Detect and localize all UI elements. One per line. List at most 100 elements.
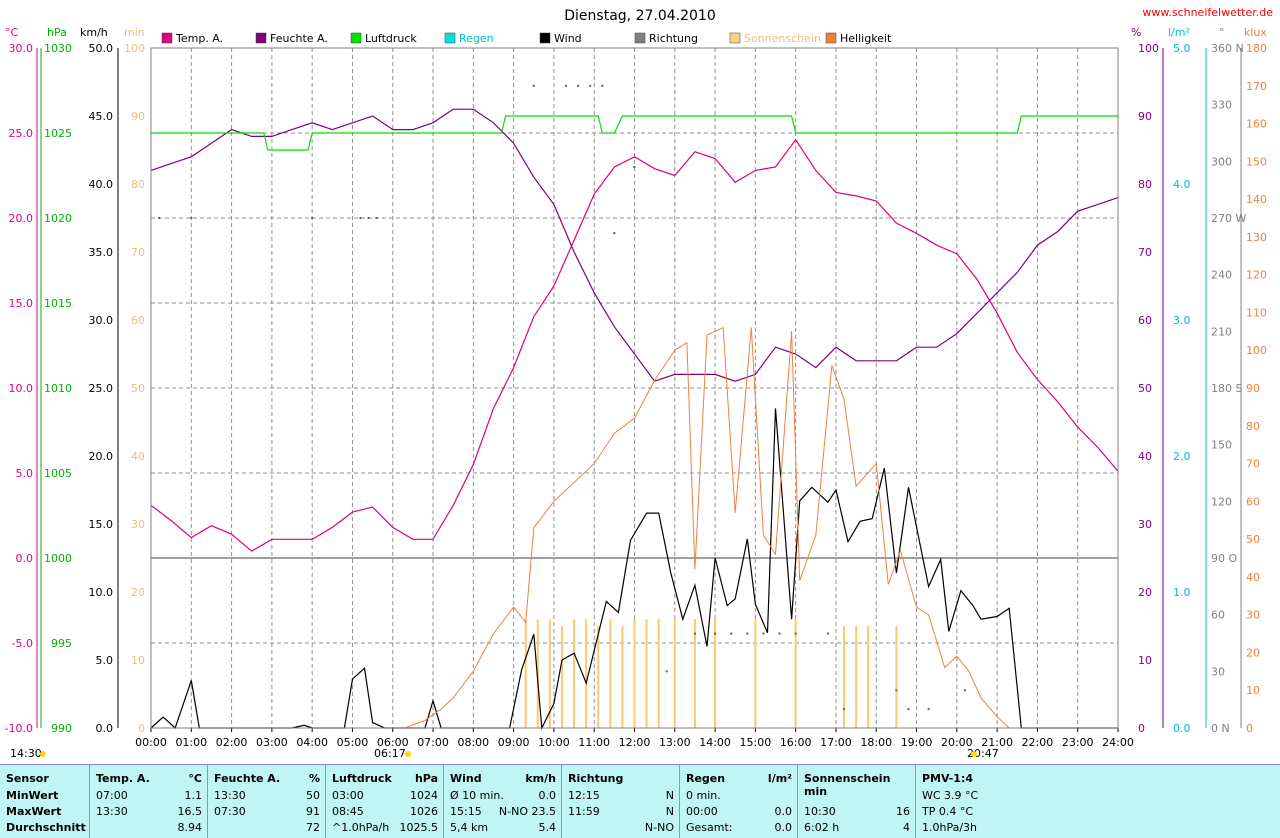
y-tick-direction: 240 bbox=[1211, 269, 1232, 282]
table-row: 00:00 0.0 bbox=[680, 805, 798, 821]
direction-point bbox=[746, 632, 749, 635]
direction-point bbox=[311, 217, 314, 219]
y-tick-humidity: 80 bbox=[1138, 178, 1152, 191]
column-header: Richtung bbox=[568, 772, 624, 785]
y-tick-sun: 70 bbox=[131, 246, 145, 259]
axis-unit-rain: l/m² bbox=[1168, 26, 1190, 39]
y-tick-light: 180 bbox=[1246, 42, 1267, 55]
table-row: MinWert bbox=[0, 789, 89, 805]
axis-unit-direction: ° bbox=[1219, 26, 1225, 39]
y-tick-pressure: 995 bbox=[51, 637, 72, 650]
y-tick-temp: 5.0 bbox=[16, 467, 34, 480]
x-tick-label: 08:00 bbox=[457, 736, 489, 749]
y-tick-temp: 20.0 bbox=[9, 212, 34, 225]
y-tick-wind: 15.0 bbox=[89, 518, 114, 531]
column-header: Temp. A. bbox=[96, 772, 150, 785]
y-tick-humidity: 20 bbox=[1138, 586, 1152, 599]
y-tick-light: 120 bbox=[1246, 269, 1267, 282]
legend-label: Wind bbox=[554, 32, 582, 45]
direction-point bbox=[633, 166, 636, 168]
legend-swatch bbox=[255, 32, 267, 44]
legend-swatch bbox=[539, 32, 551, 44]
table-row: WC 3.9 °C bbox=[916, 789, 1280, 805]
column-header: Wind bbox=[450, 772, 482, 785]
x-tick-label: 02:00 bbox=[216, 736, 248, 749]
table-cell: 91 bbox=[306, 805, 320, 818]
legend-label: Richtung bbox=[649, 32, 698, 45]
direction-point bbox=[907, 708, 910, 711]
x-tick-label: 06:00 bbox=[377, 736, 409, 749]
table-cell: N-NO bbox=[644, 821, 674, 834]
table-cell: WC 3.9 °C bbox=[922, 789, 979, 802]
y-tick-humidity: 10 bbox=[1138, 654, 1152, 667]
y-tick-sun: 100 bbox=[124, 42, 145, 55]
y-tick-temp: -10.0 bbox=[5, 722, 33, 735]
table-cell: 12:15 bbox=[568, 789, 600, 802]
table-cell: 1025.5 bbox=[399, 821, 439, 834]
y-tick-rain: 1.0 bbox=[1173, 586, 1191, 599]
table-cell: 0 min. bbox=[686, 789, 721, 802]
site-url[interactable]: www.schneifelwetter.de bbox=[1142, 6, 1273, 19]
axis-unit-wind: km/h bbox=[80, 26, 108, 39]
y-tick-sun: 20 bbox=[131, 586, 145, 599]
y-tick-pressure: 990 bbox=[51, 722, 72, 735]
y-tick-sun: 60 bbox=[131, 314, 145, 327]
table-row bbox=[798, 789, 916, 805]
table-cell: 5.4 bbox=[538, 821, 557, 834]
y-tick-pressure: 1015 bbox=[44, 297, 72, 310]
x-tick-label: 24:00 bbox=[1102, 736, 1134, 749]
y-tick-humidity: 0 bbox=[1138, 722, 1145, 735]
x-tick-label: 12:00 bbox=[619, 736, 651, 749]
y-tick-pressure: 1030 bbox=[44, 42, 72, 55]
y-tick-direction: 360 N bbox=[1211, 42, 1244, 55]
table-row: N-NO bbox=[562, 821, 680, 837]
y-tick-humidity: 90 bbox=[1138, 110, 1152, 123]
time-footer: 14:30 06:17 20:47 bbox=[10, 747, 999, 760]
table-cell: 50 bbox=[306, 789, 320, 802]
table-column: Sonnenschein min 10:30 16 6:02 h 4 bbox=[797, 765, 916, 838]
table-row: 72 bbox=[208, 821, 326, 837]
sun-icon bbox=[405, 751, 411, 757]
y-tick-wind: 25.0 bbox=[89, 382, 114, 395]
y-tick-sun: 50 bbox=[131, 382, 145, 395]
x-tick-label: 18:00 bbox=[860, 736, 892, 749]
y-tick-temp: 30.0 bbox=[9, 42, 34, 55]
table-cell: 1026 bbox=[410, 805, 438, 818]
y-tick-rain: 5.0 bbox=[1173, 42, 1191, 55]
legend-swatch bbox=[350, 32, 362, 44]
axis-unit-humidity: % bbox=[1131, 26, 1141, 39]
table-cell: 72 bbox=[306, 821, 320, 834]
table-row: TP 0.4 °C bbox=[916, 805, 1280, 821]
y-tick-humidity: 30 bbox=[1138, 518, 1152, 531]
direction-point bbox=[963, 689, 966, 692]
table-row: Ø 10 min. 0.0 bbox=[444, 789, 562, 805]
table-cell: 6:02 h bbox=[804, 821, 840, 834]
y-tick-wind: 35.0 bbox=[89, 246, 114, 259]
y-tick-direction: 330 bbox=[1211, 99, 1232, 112]
table-row: 6:02 h 4 bbox=[798, 821, 916, 837]
table-row: 5,4 km 5.4 bbox=[444, 821, 562, 837]
direction-point bbox=[190, 217, 193, 219]
x-tick-label: 03:00 bbox=[256, 736, 288, 749]
direction-point bbox=[613, 232, 616, 235]
table-cell: N bbox=[665, 789, 674, 802]
table-cell: 03:00 bbox=[332, 789, 364, 802]
weather-chart: Dienstag, 27.04.2010 www.schneifelwetter… bbox=[4, 6, 1274, 760]
y-tick-sun: 40 bbox=[131, 450, 145, 463]
table-row: 08:45 1026 bbox=[326, 805, 444, 821]
y-tick-wind: 10.0 bbox=[89, 586, 114, 599]
y-tick-wind: 45.0 bbox=[89, 110, 114, 123]
y-tick-light: 70 bbox=[1246, 458, 1260, 471]
x-tick-label: 07:00 bbox=[417, 736, 449, 749]
table-row: Gesamt: 0.0 bbox=[680, 821, 798, 837]
axis-unit-light: klux bbox=[1244, 26, 1267, 39]
direction-point bbox=[532, 84, 535, 87]
x-tick-label: 13:00 bbox=[659, 736, 691, 749]
direction-point bbox=[375, 217, 378, 219]
legend-label: Sonnenschein bbox=[744, 32, 821, 45]
y-tick-direction: 120 bbox=[1211, 495, 1232, 508]
table-row: 1.0hPa/3h bbox=[916, 821, 1280, 837]
table-row: 13:30 16.5 bbox=[90, 805, 208, 821]
direction-point bbox=[927, 708, 930, 711]
table-cell: N-NO 23.5 bbox=[498, 805, 556, 818]
